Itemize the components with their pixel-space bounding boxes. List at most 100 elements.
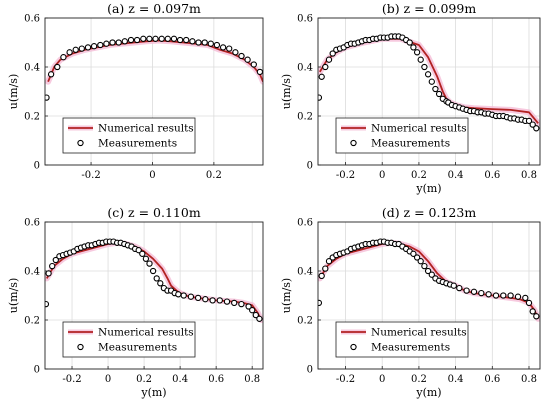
data-point (209, 297, 216, 304)
data-point (456, 284, 463, 292)
plot-area (45, 35, 263, 101)
data-point (525, 117, 533, 125)
x-tick-label: 0.6 (484, 170, 500, 181)
axes-box (317, 17, 541, 166)
y-tick-label: 0.4 (297, 267, 313, 278)
data-point (103, 40, 110, 47)
data-point (478, 289, 485, 297)
panel-1: -0.2 0 0.2 0 0.2 0.4 0.6 (a) z = 0.097m u(m/s) Nu… (7, 1, 264, 181)
data-point (213, 41, 221, 49)
x-tick-label: 0.8 (521, 170, 537, 181)
y-tick-label: 0.2 (24, 112, 40, 123)
data-point (202, 296, 209, 303)
data-point (256, 68, 263, 76)
x-tick-label: 0.6 (208, 374, 224, 385)
data-point (84, 44, 92, 51)
legend: Numerical results Measurements (335, 321, 469, 358)
y-tick-label: 0 (34, 161, 40, 172)
data-point (164, 35, 171, 42)
data-point (158, 35, 165, 42)
data-point (180, 292, 187, 299)
chart-title: (b) z = 0.099m (382, 1, 477, 16)
data-point (194, 294, 202, 302)
data-point (54, 63, 61, 71)
data-point (252, 311, 259, 319)
data-point (428, 78, 435, 85)
legend-label: Measurements (371, 138, 450, 150)
data-point (492, 292, 500, 299)
data-point (421, 262, 428, 270)
data-point (49, 262, 56, 270)
y-axis-label: u(m/s) (7, 74, 20, 109)
chart-title: (a) z = 0.097m (107, 1, 201, 16)
data-point (45, 300, 50, 308)
y-tick-label: 0.6 (297, 14, 313, 25)
legend-box (335, 117, 469, 154)
y-axis-label: u(m/s) (280, 74, 293, 109)
series-line-0 (319, 241, 540, 320)
y-tick-label: 0 (307, 365, 313, 376)
data-point (413, 254, 421, 261)
data-point (525, 299, 533, 307)
data-point (463, 287, 470, 294)
data-point (500, 292, 507, 299)
y-tick-label: 0.2 (297, 316, 313, 327)
data-point (470, 288, 478, 295)
data-point (435, 90, 443, 98)
x-axis-label: y(m) (140, 386, 166, 399)
data-point (97, 41, 104, 49)
data-point (153, 275, 160, 282)
x-axis-label: y(m) (415, 386, 441, 399)
plot-area (318, 33, 540, 132)
data-point (195, 39, 202, 46)
y-axis-label: u(m/s) (280, 278, 293, 313)
legend-label: Numerical results (98, 123, 194, 135)
data-point (325, 258, 333, 265)
panel-3: -0.2 0 0.2 0.4 0.6 0.8 0 0.2 0.4 0.6 (c) z = 0.110… (7, 205, 264, 399)
data-point (322, 265, 329, 272)
legend-marker-swatch (77, 139, 84, 147)
data-point (146, 35, 153, 42)
legend: Numerical results Measurements (62, 117, 196, 154)
legend-label: Numerical results (371, 123, 467, 135)
data-point (244, 56, 251, 63)
legend-label: Measurements (98, 342, 177, 354)
legend-marker-swatch (350, 139, 357, 147)
data-point (231, 299, 238, 307)
legend: Numerical results Measurements (335, 117, 469, 154)
data-point (485, 291, 492, 298)
y-tick-label: 0.4 (24, 63, 40, 74)
data-point (232, 49, 239, 56)
data-point (175, 291, 182, 298)
data-point (109, 39, 116, 46)
data-point (410, 250, 417, 257)
data-point (529, 308, 536, 315)
data-point (406, 39, 413, 46)
legend-box (335, 321, 469, 358)
data-point (157, 280, 164, 287)
data-point (187, 293, 195, 300)
data-point (533, 313, 540, 320)
y-tick-label: 0.2 (297, 112, 313, 123)
data-point (127, 36, 135, 44)
data-point (428, 271, 435, 278)
legend-marker-swatch (350, 343, 357, 351)
data-point (421, 63, 428, 71)
x-tick-label: -0.2 (62, 374, 81, 385)
data-point (322, 63, 329, 71)
axes-box (317, 221, 541, 370)
data-point (216, 297, 223, 304)
data-point (149, 267, 157, 275)
data-point (142, 255, 150, 262)
data-point (318, 272, 325, 280)
plot-area (45, 238, 263, 323)
x-tick-label: 0.2 (411, 374, 427, 385)
x-axis-label: y(m) (415, 182, 441, 195)
y-tick-label: 0 (307, 161, 313, 172)
data-point (249, 307, 256, 314)
data-point (417, 258, 424, 265)
x-tick-label: 0 (105, 374, 111, 385)
legend-label: Numerical results (371, 327, 467, 339)
data-point (424, 267, 432, 275)
